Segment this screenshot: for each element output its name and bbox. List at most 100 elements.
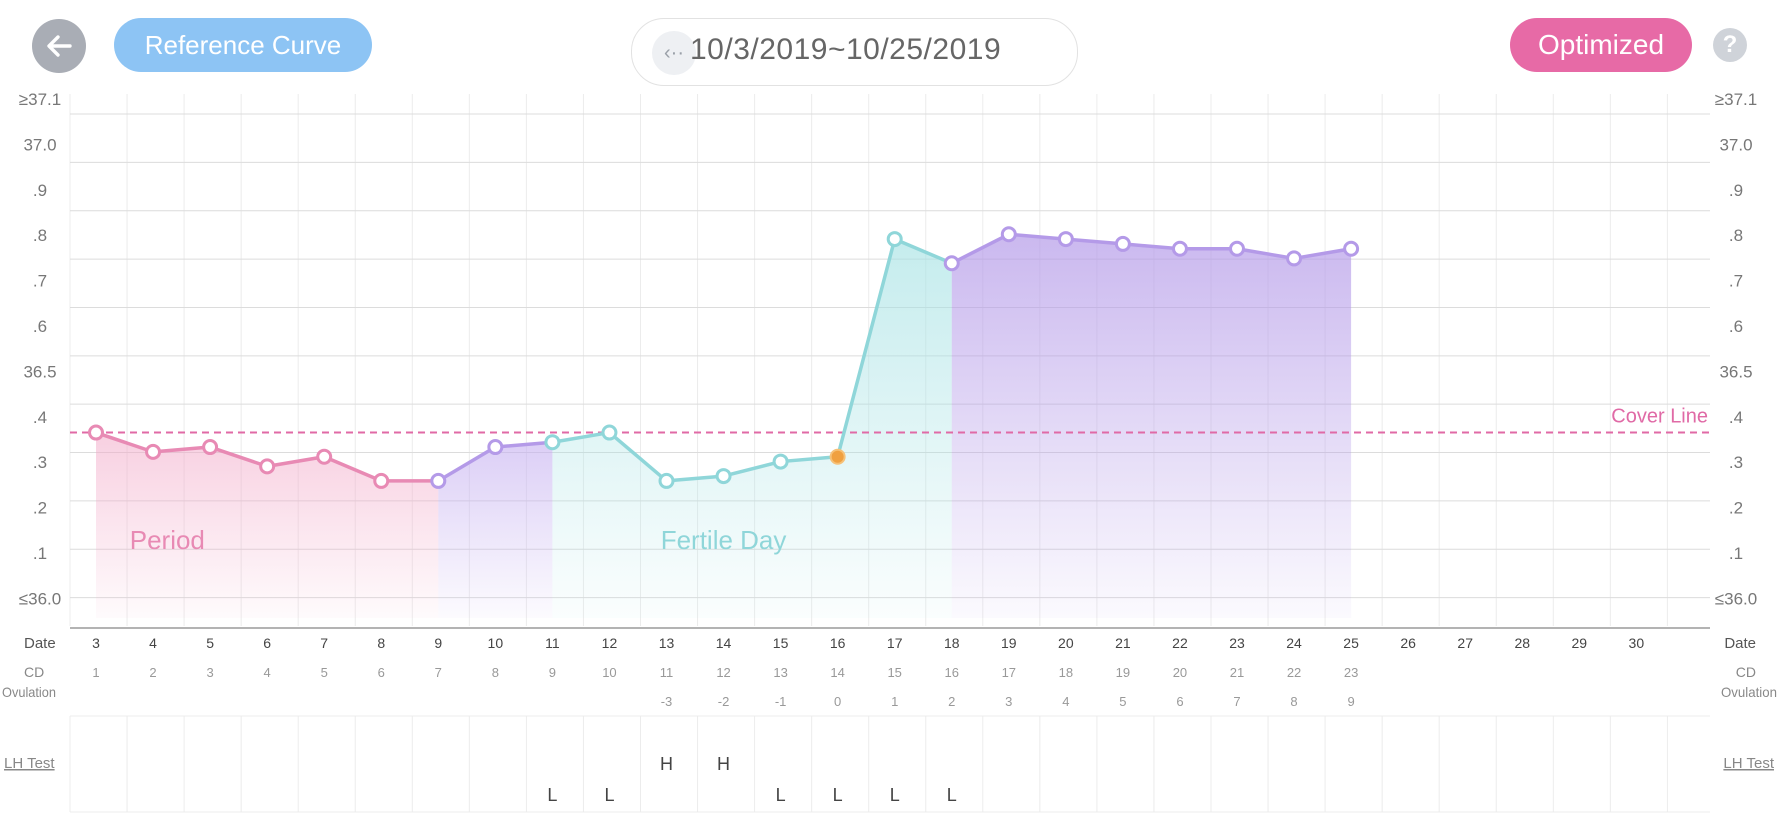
temperature-point[interactable] (259, 458, 276, 475)
y-tick-label-right: ≤36.0 (1715, 589, 1757, 608)
temperature-segment (778, 454, 840, 464)
ovulation-day-label: 0 (834, 694, 841, 709)
back-button[interactable] (32, 19, 86, 73)
temperature-point[interactable] (145, 443, 162, 460)
temperature-point[interactable] (1343, 240, 1360, 257)
date-tick-label: 5 (206, 635, 214, 651)
cd-row-label-left: CD (24, 664, 44, 680)
y-tick-label-right: .4 (1729, 408, 1743, 427)
temperature-point[interactable] (715, 468, 732, 485)
date-tick-label: 3 (92, 635, 100, 651)
temperature-point[interactable] (943, 255, 960, 272)
date-tick-label: 18 (944, 635, 960, 651)
lh-test-result[interactable]: L (776, 785, 786, 805)
ovulation-day-label: 7 (1233, 694, 1240, 709)
date-tick-label: 20 (1058, 635, 1074, 651)
lh-test-result[interactable]: L (547, 785, 557, 805)
date-tick-label: 28 (1514, 635, 1530, 651)
y-tick-label-right: .6 (1729, 317, 1743, 336)
temperature-point[interactable] (1229, 240, 1245, 257)
temperature-point[interactable] (202, 439, 219, 456)
temperature-segment (835, 237, 897, 459)
cd-tick-label: 18 (1059, 665, 1073, 680)
temperature-point[interactable] (1057, 231, 1074, 248)
temperature-segment (1007, 232, 1068, 241)
date-tick-label: 25 (1343, 635, 1359, 651)
lh-test-result[interactable]: H (717, 754, 730, 774)
lh-test-result[interactable]: L (947, 785, 957, 805)
top-bar: Reference Curve ‹·· 10/3/2019~10/25/2019… (0, 0, 1781, 95)
y-tick-label-right: ≥37.1 (1715, 90, 1757, 109)
fertile-day-label: Fertile Day (661, 525, 787, 555)
cd-tick-label: 4 (264, 665, 271, 680)
date-tick-label: 4 (149, 635, 157, 651)
lh-test-result[interactable]: L (833, 785, 843, 805)
info-rows: Date CD Date CD Ovulation Ovulation LH Test LH … (2, 635, 1777, 805)
ovulation-day-label: 3 (1005, 694, 1012, 709)
ovulation-row-label-right: Ovulation (1721, 684, 1777, 700)
cd-tick-label: 15 (887, 665, 901, 680)
cd-tick-label: 9 (549, 665, 556, 680)
temperature-point[interactable] (886, 231, 903, 248)
date-tick-label: 27 (1457, 635, 1473, 651)
temperature-segment (1064, 237, 1125, 246)
temperature-segment (151, 445, 212, 454)
lh-test-link-right[interactable]: LH Test (1723, 755, 1774, 772)
help-icon[interactable]: ? (1713, 28, 1747, 62)
temperature-point[interactable] (316, 448, 333, 465)
follicular-area (438, 442, 553, 618)
ovulation-day-label: 5 (1119, 694, 1126, 709)
y-tick-label-right: .9 (1729, 181, 1743, 200)
temperature-point[interactable] (601, 424, 618, 441)
temperature-point[interactable] (487, 439, 504, 456)
temperature-point[interactable] (373, 472, 390, 489)
temperature-point[interactable] (1114, 235, 1131, 252)
date-tick-label: 16 (830, 635, 846, 651)
cd-tick-label: 13 (773, 665, 787, 680)
lh-test-result[interactable]: L (890, 785, 900, 805)
period-area (96, 432, 439, 618)
y-tick-label-left: .9 (33, 181, 47, 200)
cd-tick-label: 20 (1173, 665, 1187, 680)
y-tick-label-left: .6 (33, 317, 47, 336)
temperature-point[interactable] (1000, 226, 1017, 243)
temperature-lines (94, 232, 1353, 483)
temperature-point[interactable] (658, 472, 675, 489)
cd-tick-label: 6 (378, 665, 385, 680)
date-tick-label: 21 (1115, 635, 1131, 651)
lh-test-result[interactable]: H (660, 754, 673, 774)
date-tick-label: 24 (1286, 635, 1302, 651)
y-tick-label-right: 37.0 (1719, 135, 1752, 154)
temperature-point[interactable] (772, 453, 789, 470)
temperature-point[interactable] (430, 472, 447, 489)
temperature-point[interactable] (1171, 240, 1188, 257)
cover-line-group: Cover Line (70, 406, 1710, 434)
temperature-point[interactable] (1286, 250, 1303, 267)
ovulation-point[interactable] (829, 448, 846, 465)
temperature-points (88, 226, 1360, 489)
y-tick-label-left: .8 (33, 226, 47, 245)
temperature-segment (322, 454, 383, 483)
y-tick-label-left: .1 (33, 544, 47, 563)
temperature-segment (208, 445, 269, 469)
temperature-point[interactable] (88, 424, 104, 441)
previous-period-button[interactable]: ‹·· (652, 31, 696, 75)
ovulation-day-label: 8 (1290, 694, 1297, 709)
date-tick-label: 12 (602, 635, 618, 651)
y-tick-label-right: .3 (1729, 453, 1743, 472)
lh-test-link-left[interactable]: LH Test (4, 755, 55, 772)
reference-curve-button[interactable]: Reference Curve (114, 18, 372, 72)
temperature-point[interactable] (544, 434, 561, 451)
ovulation-day-label: 9 (1347, 694, 1354, 709)
date-range-text: 10/3/2019~10/25/2019 (690, 33, 1002, 66)
date-tick-label: 29 (1572, 635, 1588, 651)
y-tick-label-left: 36.5 (23, 362, 56, 381)
arrow-left-icon (47, 35, 72, 57)
temperature-segment (1292, 247, 1353, 261)
temperature-segment (892, 237, 954, 266)
lh-test-result[interactable]: L (604, 785, 614, 805)
ovulation-row-label-left: Ovulation (2, 684, 56, 700)
optimized-button[interactable]: Optimized (1510, 18, 1692, 72)
cd-tick-label: 11 (660, 665, 674, 680)
cd-tick-label: 14 (830, 665, 844, 680)
